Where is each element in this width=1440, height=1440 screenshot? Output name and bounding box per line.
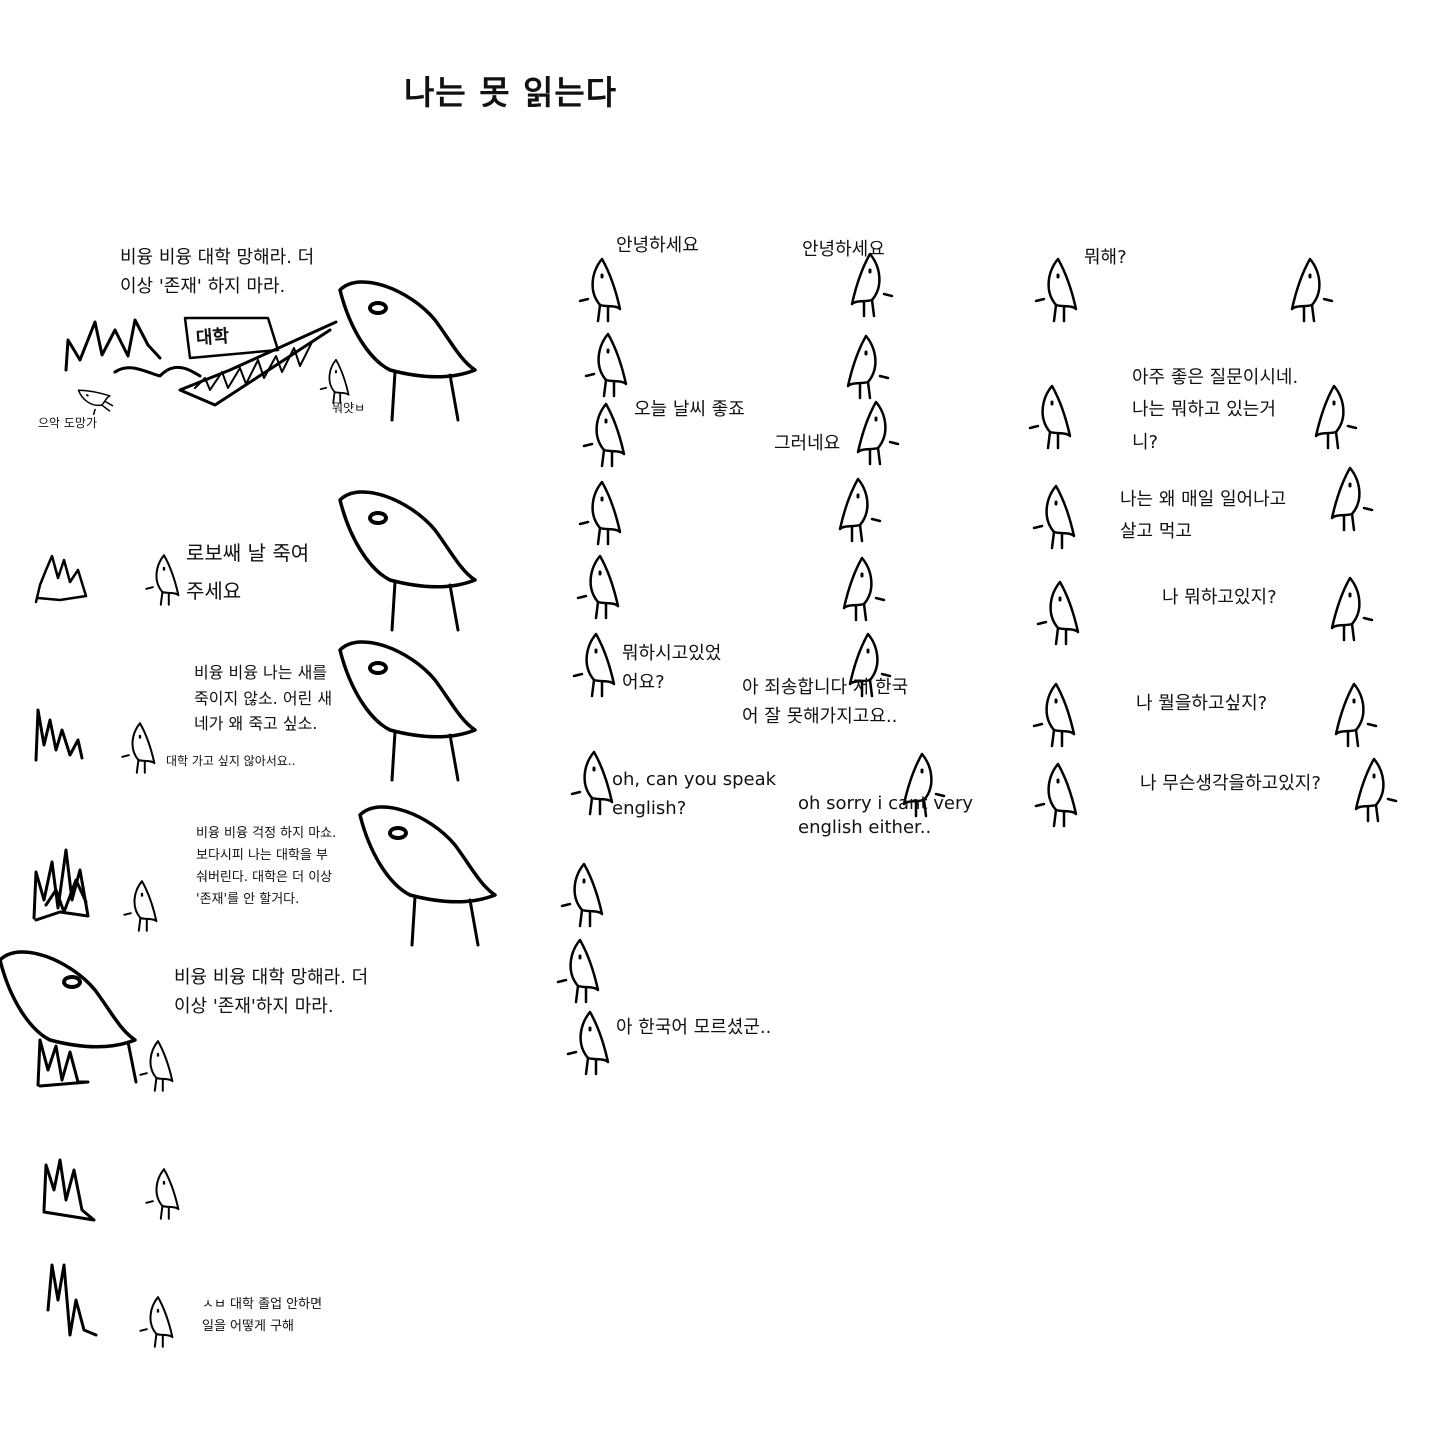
robot-speech-1: 비융 비융 대학 망해라. 더 이상 '존재' 하지 마라. [120,247,315,297]
english-question: oh, can you speak english? [612,769,777,819]
bird-complaint: ㅅㅂ 대학 졸업 안하면 일을 어떻게 구해 [202,1297,323,1335]
robot-speech-4: 비융 비융 걱정 하지 마쇼. 보다시피 나는 대학을 부 숴버린다. 대학은 … [196,826,337,908]
greeting-right: 안녕하세요 [802,239,885,260]
saw-blade [178,320,338,407]
weather-line: 오늘 날씨 좋죠 [634,399,745,420]
answer-why-wake: 나는 왜 매일 일어나고 살고 먹고 [1120,489,1287,543]
answer-what-doing: 나 뭐하고있지? [1162,587,1277,608]
musician-caption: 으악 도망가 [38,416,98,430]
page-title: 나는 못 읽는다 [404,73,618,112]
bird-request-speech: 로보쌔 날 죽여 주세요 [186,541,310,603]
small-bird-caption: 뭐얏ㅂ [332,401,366,415]
robot-speech-5: 비융 비융 대학 망해라. 더 이상 '존재'하지 마라. [174,967,369,1017]
answer-what-think: 나 무슨생각을하고있지? [1140,773,1321,794]
what-doing-line: 뭐하시고있었 어요? [622,643,722,693]
answer-what-want: 나 뭘을하고싶지? [1136,693,1268,714]
robot-speech-3: 비융 비융 나는 새를 죽이지 않소. 어린 새 네가 왜 죽고 싶소. [194,663,333,734]
answer-good-question: 아주 좋은 질문이시네. 나는 뭐하고 있는거 니? [1132,367,1299,453]
question-what: 뭐해? [1084,247,1127,268]
ending-line: 아 한국어 모르셨군.. [616,1017,772,1038]
university-sign [183,316,280,360]
english-answer: oh sorry i cant very english either.. [798,793,974,839]
greeting-left: 안녕하세요 [616,235,699,256]
sorry-korean-line: 아 죄송합니다 저 한국 어 잘 못해가지고요.. [742,677,909,727]
bird-reply-3: 대학 가고 싶지 않아서요.. [166,754,296,768]
weather-reply: 그러네요 [774,433,841,454]
sign-label: 대학 [195,325,230,350]
